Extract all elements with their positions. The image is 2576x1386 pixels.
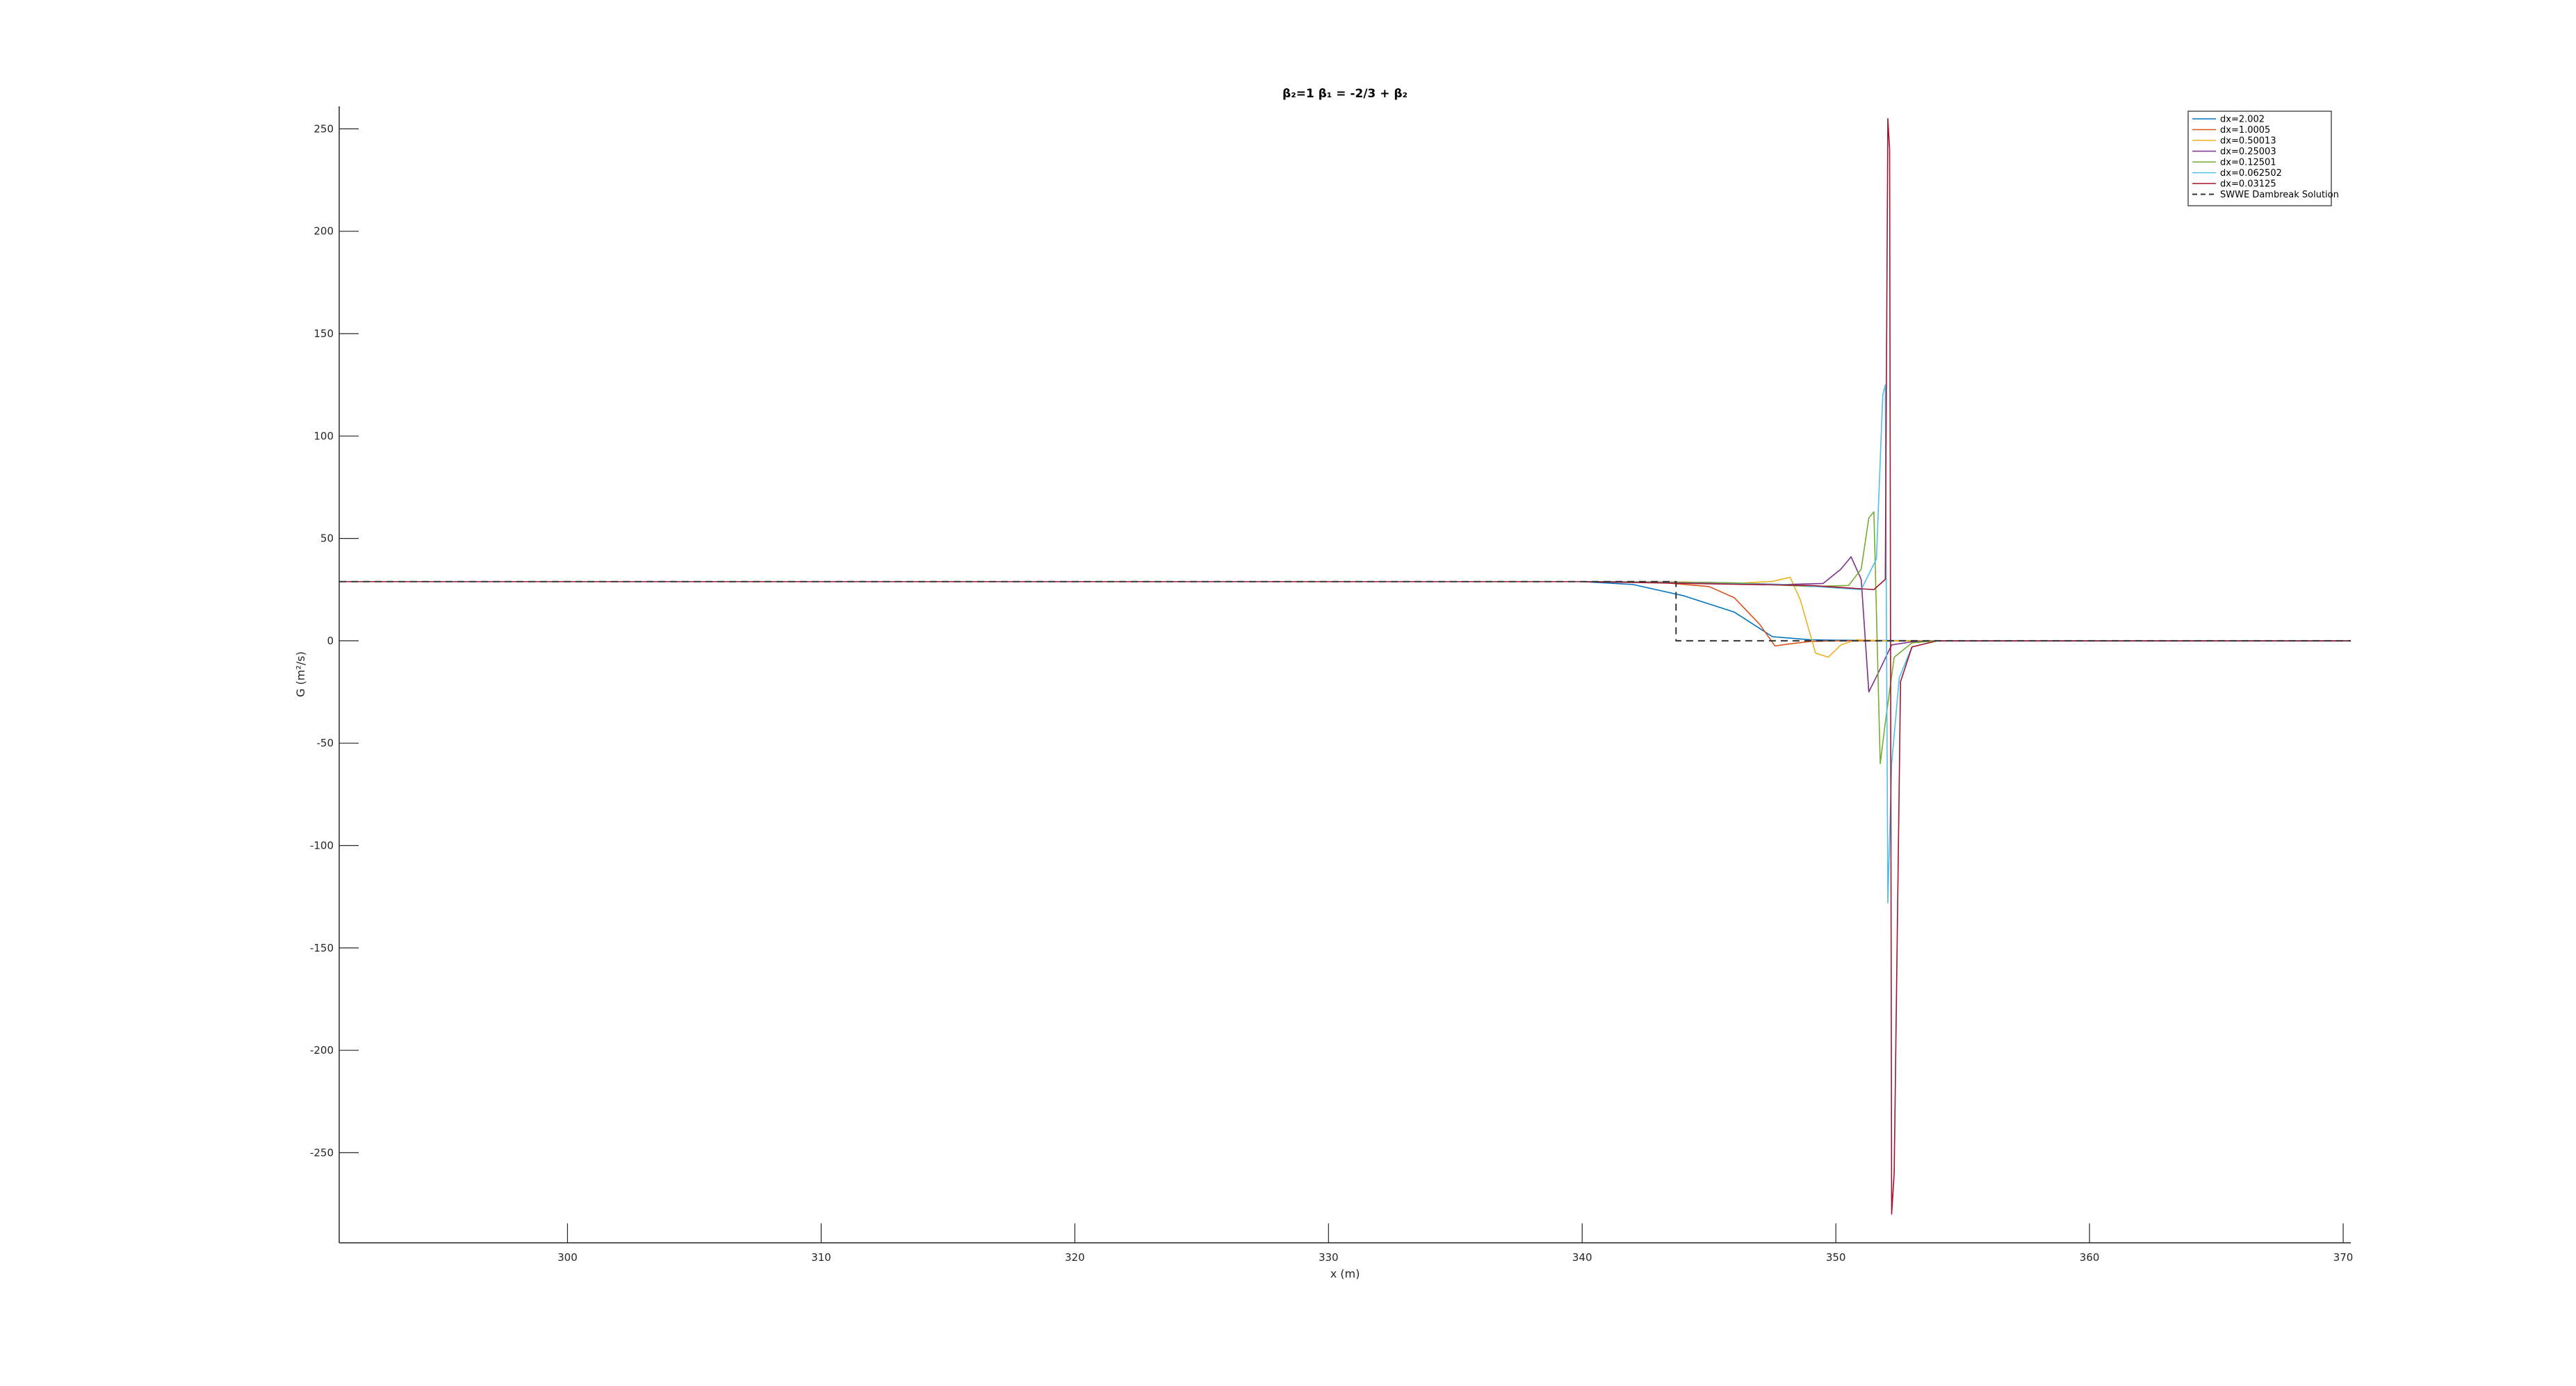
x-axis-label: x (m)	[1330, 1267, 1360, 1280]
y-tick-label--200: -200	[310, 1044, 334, 1057]
x-tick-label-360: 360	[2080, 1251, 2100, 1264]
x-tick-label-340: 340	[1572, 1251, 1592, 1264]
legend-label-6: dx=0.03125	[2220, 179, 2276, 190]
legend-label-5: dx=0.062502	[2220, 168, 2282, 179]
y-tick-label--150: -150	[310, 942, 334, 954]
y-tick-label-0: 0	[327, 635, 334, 647]
legend-label-7: SWWE Dambreak Solution	[2220, 190, 2339, 200]
x-tick-label-320: 320	[1065, 1251, 1085, 1264]
y-tick-label--250: -250	[310, 1146, 334, 1159]
axes	[339, 106, 2351, 1244]
y-tick-label-250: 250	[313, 122, 334, 135]
y-axis-label: G (m²/s)	[294, 651, 307, 697]
y-tick-label-100: 100	[313, 430, 334, 442]
x-tick-label-330: 330	[1319, 1251, 1339, 1264]
legend-label-4: dx=0.12501	[2220, 158, 2276, 168]
legend-label-3: dx=0.25003	[2220, 147, 2276, 157]
series-line-6	[339, 117, 2351, 1215]
y-tick-label--50: -50	[317, 737, 334, 749]
chart-title: β₂=1 β₁ = -2/3 + β₂	[1282, 87, 1408, 101]
y-tick-label-150: 150	[313, 327, 334, 340]
ticks: 300 310 320 330 340 350 360 370 -250 -200 -150 -100…	[310, 122, 2353, 1264]
y-tick-label-50: 50	[320, 532, 334, 545]
y-tick-label--100: -100	[310, 839, 334, 851]
legend-label-2: dx=0.50013	[2220, 136, 2276, 147]
x-tick-label-310: 310	[811, 1251, 831, 1264]
x-tick-label-370: 370	[2333, 1251, 2354, 1264]
legend-label-0: dx=2.002	[2220, 115, 2265, 125]
plot-area	[339, 117, 2351, 1215]
x-tick-label-350: 350	[1826, 1251, 1846, 1264]
legend-label-1: dx=1.0005	[2220, 125, 2270, 136]
legend: dx=2.002dx=1.0005dx=0.50013dx=0.25003dx=…	[2187, 111, 2339, 206]
x-tick-label-300: 300	[557, 1251, 578, 1264]
legend-box	[2187, 111, 2332, 206]
series-line-7	[339, 580, 2351, 642]
y-tick-label-200: 200	[313, 225, 334, 238]
